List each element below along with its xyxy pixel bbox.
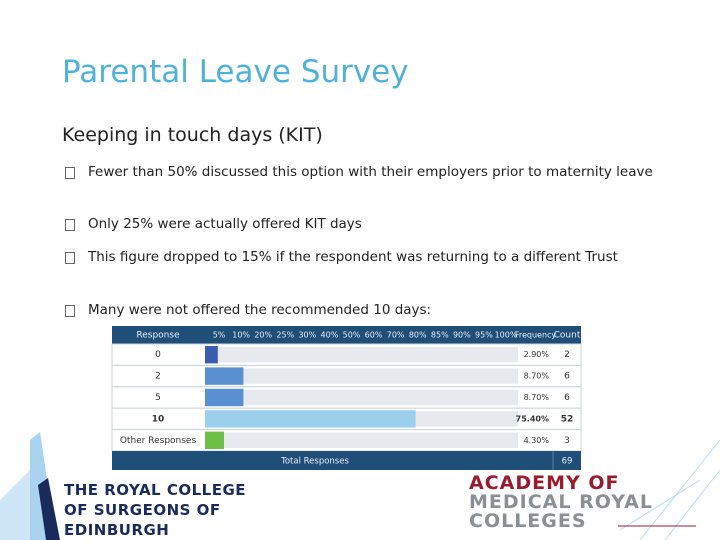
title: Parental Leave Survey	[62, 54, 409, 90]
bullet-box	[65, 305, 75, 317]
subtitle: Keeping in touch days (KIT)	[62, 124, 323, 146]
bullet-text: This figure dropped to 15% if the respon…	[88, 249, 618, 265]
frequency-label: 75.40%	[516, 414, 549, 423]
frequency-label: 4.30%	[524, 436, 550, 445]
count-label: 2	[564, 350, 570, 360]
logo-text: COLLEGES	[469, 510, 587, 532]
bullet: Only 25% were actually offered KIT days	[65, 214, 688, 234]
frequency-label: 8.70%	[524, 372, 550, 381]
scale-label: 90%	[453, 331, 471, 340]
bullet-text: Many were not offered the recommended 10…	[88, 302, 432, 318]
count-label: 3	[564, 436, 570, 446]
bullet: Fewer than 50% discussed this option wit…	[65, 162, 688, 182]
bar	[205, 388, 244, 407]
bar	[205, 410, 416, 428]
bullet-box	[65, 167, 75, 179]
scale-label: 60%	[365, 331, 383, 340]
bullet-text: Fewer than 50% discussed this option wit…	[88, 164, 653, 180]
response-label: Other Responses	[120, 436, 197, 446]
column-header: Count	[554, 331, 581, 341]
scale-label: 20%	[254, 331, 272, 340]
decor	[619, 439, 720, 540]
logo-text: MEDICAL ROYAL	[469, 491, 653, 513]
scale-label: 95%	[475, 331, 493, 340]
row-track	[205, 389, 518, 406]
scale-label: 10%	[232, 331, 250, 340]
column-header: Response	[136, 331, 180, 341]
bullet-box	[65, 252, 75, 264]
frequency-label: 2.90%	[524, 350, 550, 359]
scale-label: 30%	[298, 331, 316, 340]
logo-text: ACADEMY OF	[469, 472, 620, 494]
row-track	[205, 432, 518, 448]
response-label: 0	[155, 350, 161, 360]
bar	[205, 431, 224, 449]
scale-label: 5%	[213, 331, 226, 340]
bullet: This figure dropped to 15% if the respon…	[65, 247, 688, 267]
scale-label: 25%	[276, 331, 294, 340]
logo-text: OF SURGEONS OF	[64, 501, 221, 519]
decor	[0, 470, 30, 540]
response-label: 10	[152, 414, 165, 424]
bar	[205, 367, 244, 385]
logo-text: EDINBURGH	[64, 521, 170, 539]
bar	[205, 346, 218, 364]
bullet-box	[65, 219, 75, 231]
scale-label: 85%	[431, 331, 449, 340]
total-label: Total Responses	[280, 457, 349, 467]
total-count: 69	[562, 457, 573, 467]
response-label: 2	[155, 372, 161, 382]
row-track	[205, 368, 518, 384]
count-label: 6	[564, 393, 570, 403]
row-track	[205, 347, 518, 363]
bullet-text: Only 25% were actually offered KIT days	[88, 216, 362, 232]
count-label: 6	[564, 372, 570, 382]
logo-text: THE ROYAL COLLEGE	[64, 481, 247, 499]
bullet: Many were not offered the recommended 10…	[65, 300, 688, 320]
column-header: Frequency	[515, 331, 557, 340]
header-row	[112, 326, 581, 344]
scale-label: 70%	[387, 331, 405, 340]
count-label: 52	[561, 414, 574, 424]
scale-label: 80%	[409, 331, 427, 340]
response-label: 5	[155, 393, 161, 403]
decor	[38, 478, 60, 540]
scale-label: 100%	[495, 331, 518, 340]
scale-label: 50%	[343, 331, 361, 340]
scale-label: 40%	[321, 331, 339, 340]
total-row	[112, 451, 581, 470]
frequency-label: 8.70%	[524, 393, 550, 402]
